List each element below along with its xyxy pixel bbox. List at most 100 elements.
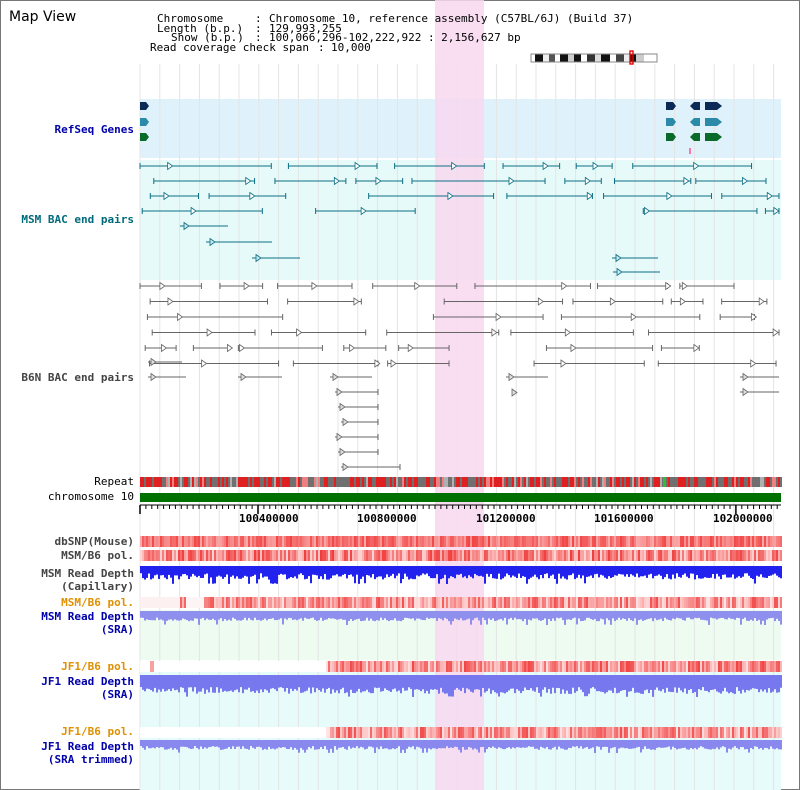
msm-pol-cell <box>654 550 656 561</box>
msm-read-depth-cap-label[interactable]: MSM Read Depth <box>41 567 134 580</box>
repeat-segment <box>158 477 160 487</box>
ideogram-band <box>543 54 549 62</box>
msm-sra-depth-bar <box>444 611 446 618</box>
jf1-b6-pol-label[interactable]: JF1/B6 pol. <box>61 660 134 673</box>
jf1-sra-depth-bar <box>180 675 182 688</box>
dbsnp-cell <box>442 536 444 547</box>
msm-pol-cell <box>224 550 226 561</box>
jf1-sra-depth-bar <box>446 675 448 694</box>
jf1-sra-depth-bar <box>538 675 540 693</box>
msm-pol-sra-cell <box>642 597 644 608</box>
msm-b6-pol-label[interactable]: MSM/B6 pol. <box>61 549 134 562</box>
msm-sra-depth-bar <box>216 611 218 625</box>
repeat-segment <box>300 477 302 487</box>
jf1-sra-depth-bar <box>320 675 322 692</box>
jf1-pol-cell <box>352 661 354 672</box>
msm-sra-depth-bar <box>498 611 500 620</box>
msm-sra-depth-bar <box>608 611 610 621</box>
msm-sra-depth-bar <box>328 611 330 619</box>
msm-pol-cell <box>204 550 206 561</box>
msm-cap-depth-bar <box>778 566 780 578</box>
msm-b6-pol-sra-label[interactable]: MSM/B6 pol. <box>61 596 134 609</box>
jf1-read-depth-trim-label[interactable]: JF1 Read Depth <box>41 740 134 753</box>
msm-pol-cell <box>638 550 640 561</box>
msm-pol-sra-cell <box>428 597 430 608</box>
msm-pol-sra-cell <box>410 597 412 608</box>
jf1-pol-cell <box>386 661 388 672</box>
msm-sra-depth-bar <box>174 611 176 620</box>
repeat-segment <box>144 477 146 487</box>
msm-cap-depth-bar <box>498 566 500 574</box>
repeat-segment <box>298 477 300 487</box>
dbsnp-cell <box>168 536 170 547</box>
dbsnp-label[interactable]: dbSNP(Mouse) <box>54 535 134 548</box>
repeat-segment <box>354 477 356 487</box>
jf1-trim-depth-bar <box>464 740 466 750</box>
msm-sra-depth-bar <box>384 611 386 619</box>
dbsnp-cell <box>780 536 782 547</box>
dbsnp-cell <box>364 536 366 547</box>
msm-pol-sra-cell <box>246 597 248 608</box>
b6n-bac-pair <box>630 312 637 322</box>
msm-sra-depth-bar <box>546 611 548 625</box>
msm-pol-sra-cell <box>754 597 756 608</box>
b6n-bac-label[interactable]: B6N BAC end pairs <box>21 371 134 384</box>
jf1-sra-depth-bar <box>184 675 186 693</box>
dbsnp-cell <box>530 536 532 547</box>
jf1-sra-depth-bar <box>294 675 296 690</box>
jf1-b6-pol-trim-label[interactable]: JF1/B6 pol. <box>61 725 134 738</box>
jf1-sra-depth-bar <box>760 675 762 690</box>
repeat-segment <box>172 477 174 487</box>
jf1-sra-depth-bar <box>452 675 454 697</box>
msm-pol-cell <box>380 550 382 561</box>
jf1-trim-depth-bar <box>392 740 394 749</box>
msm-cap-depth-bar <box>294 566 296 577</box>
length-value: 129,993,255 <box>269 22 342 35</box>
msm-pol-cell <box>616 550 618 561</box>
jf1-pol-cell <box>354 661 356 672</box>
dbsnp-cell <box>742 536 744 547</box>
repeat-segment <box>166 477 168 487</box>
msm-cap-depth-bar <box>634 566 636 577</box>
msm-cap-depth-bar <box>256 566 258 584</box>
jf1-trim-depth-bar <box>224 740 226 749</box>
msm-cap-depth-bar <box>170 566 172 578</box>
msm-cap-depth-bar <box>392 566 394 574</box>
msm-sra-depth-bar <box>698 611 700 618</box>
jf1-sra-depth-bar <box>638 675 640 693</box>
repeat-segment <box>320 477 322 487</box>
jf1-pol-trim-cell <box>552 727 554 738</box>
msm-pol-cell <box>312 550 314 561</box>
msm-cap-depth-bar <box>502 566 504 579</box>
msm-cap-depth-bar <box>554 566 556 579</box>
jf1-sra-depth-bar <box>334 675 336 693</box>
jf1-sra-depth-bar <box>186 675 188 697</box>
jf1-sra-depth-bar <box>248 675 250 688</box>
jf1-pol-cell <box>690 661 692 672</box>
msm-pol-cell <box>182 550 184 561</box>
msm-sra-depth-bar <box>418 611 420 619</box>
jf1-trim-depth-bar <box>462 740 464 748</box>
dbsnp-cell <box>238 536 240 547</box>
jf1-sra-depth-bar <box>650 675 652 690</box>
msm-pol-cell <box>532 550 534 561</box>
msm-pol-cell <box>432 550 434 561</box>
msm-cap-depth-bar <box>686 566 688 577</box>
jf1-read-depth-sra-label[interactable]: JF1 Read Depth <box>41 675 134 688</box>
repeat-segment <box>710 477 712 487</box>
dbsnp-cell <box>226 536 228 547</box>
jf1-trim-depth-bar <box>598 740 600 747</box>
jf1-pol-cell <box>616 661 618 672</box>
msm-bac-label[interactable]: MSM BAC end pairs <box>21 213 134 226</box>
msm-pol-sra-cell <box>508 597 510 608</box>
chromosome-ideogram[interactable] <box>531 53 657 62</box>
jf1-trim-depth-bar <box>166 740 168 750</box>
repeat-segment <box>396 477 398 487</box>
repeat-segment <box>358 477 360 487</box>
msm-read-depth-sra-label[interactable]: MSM Read Depth <box>41 610 134 623</box>
refseq-genes-label[interactable]: RefSeq Genes <box>54 123 134 136</box>
jf1-pol-cell <box>440 661 442 672</box>
msm-pol-cell <box>208 550 210 561</box>
msm-cap-depth-bar <box>416 566 418 576</box>
jf1-trim-depth-bar <box>394 740 396 750</box>
